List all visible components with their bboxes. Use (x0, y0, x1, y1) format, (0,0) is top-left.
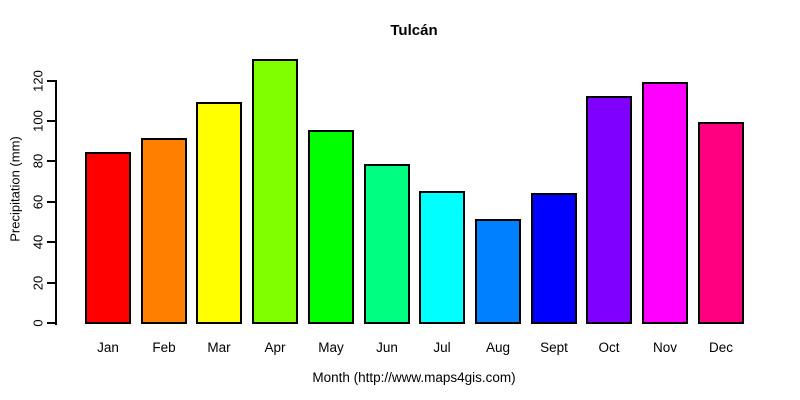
bar-jul (419, 191, 465, 324)
x-tick-label-jun: Jun (376, 340, 398, 355)
bar-apr (252, 59, 298, 324)
y-axis-tick (47, 322, 56, 324)
y-axis-tick (47, 80, 56, 82)
x-tick-label-jan: Jan (97, 340, 119, 355)
bar-feb (141, 138, 187, 324)
bar-sept (531, 193, 577, 324)
y-axis-tick (47, 282, 56, 284)
x-tick-label-mar: Mar (207, 340, 231, 355)
bar-aug (475, 219, 521, 324)
chart-title: Tulcán (390, 22, 438, 39)
bar-nov (642, 82, 688, 324)
bar-jan (85, 152, 131, 324)
x-tick-label-dec: Dec (708, 340, 733, 355)
bar-dec (698, 122, 744, 324)
x-tick-label-aug: Aug (485, 340, 511, 355)
bar-mar (196, 102, 242, 324)
x-tick-label-nov: Nov (652, 340, 677, 355)
y-axis-line (55, 80, 57, 325)
x-tick-label-oct: Oct (598, 340, 620, 355)
y-axis-tick (47, 120, 56, 122)
x-axis-title: Month (http://www.maps4gis.com) (312, 370, 516, 385)
y-axis-tick (47, 201, 56, 203)
x-tick-label-may: May (318, 340, 344, 355)
y-axis-tick (47, 241, 56, 243)
x-tick-label-sept: Sept (540, 340, 568, 355)
x-tick-label-feb: Feb (152, 340, 176, 355)
bar-jun (364, 164, 410, 324)
x-tick-label-jul: Jul (433, 340, 451, 355)
x-tick-label-apr: Apr (264, 340, 286, 355)
bar-oct (586, 96, 632, 324)
y-axis-tick (47, 160, 56, 162)
bar-may (308, 130, 354, 324)
